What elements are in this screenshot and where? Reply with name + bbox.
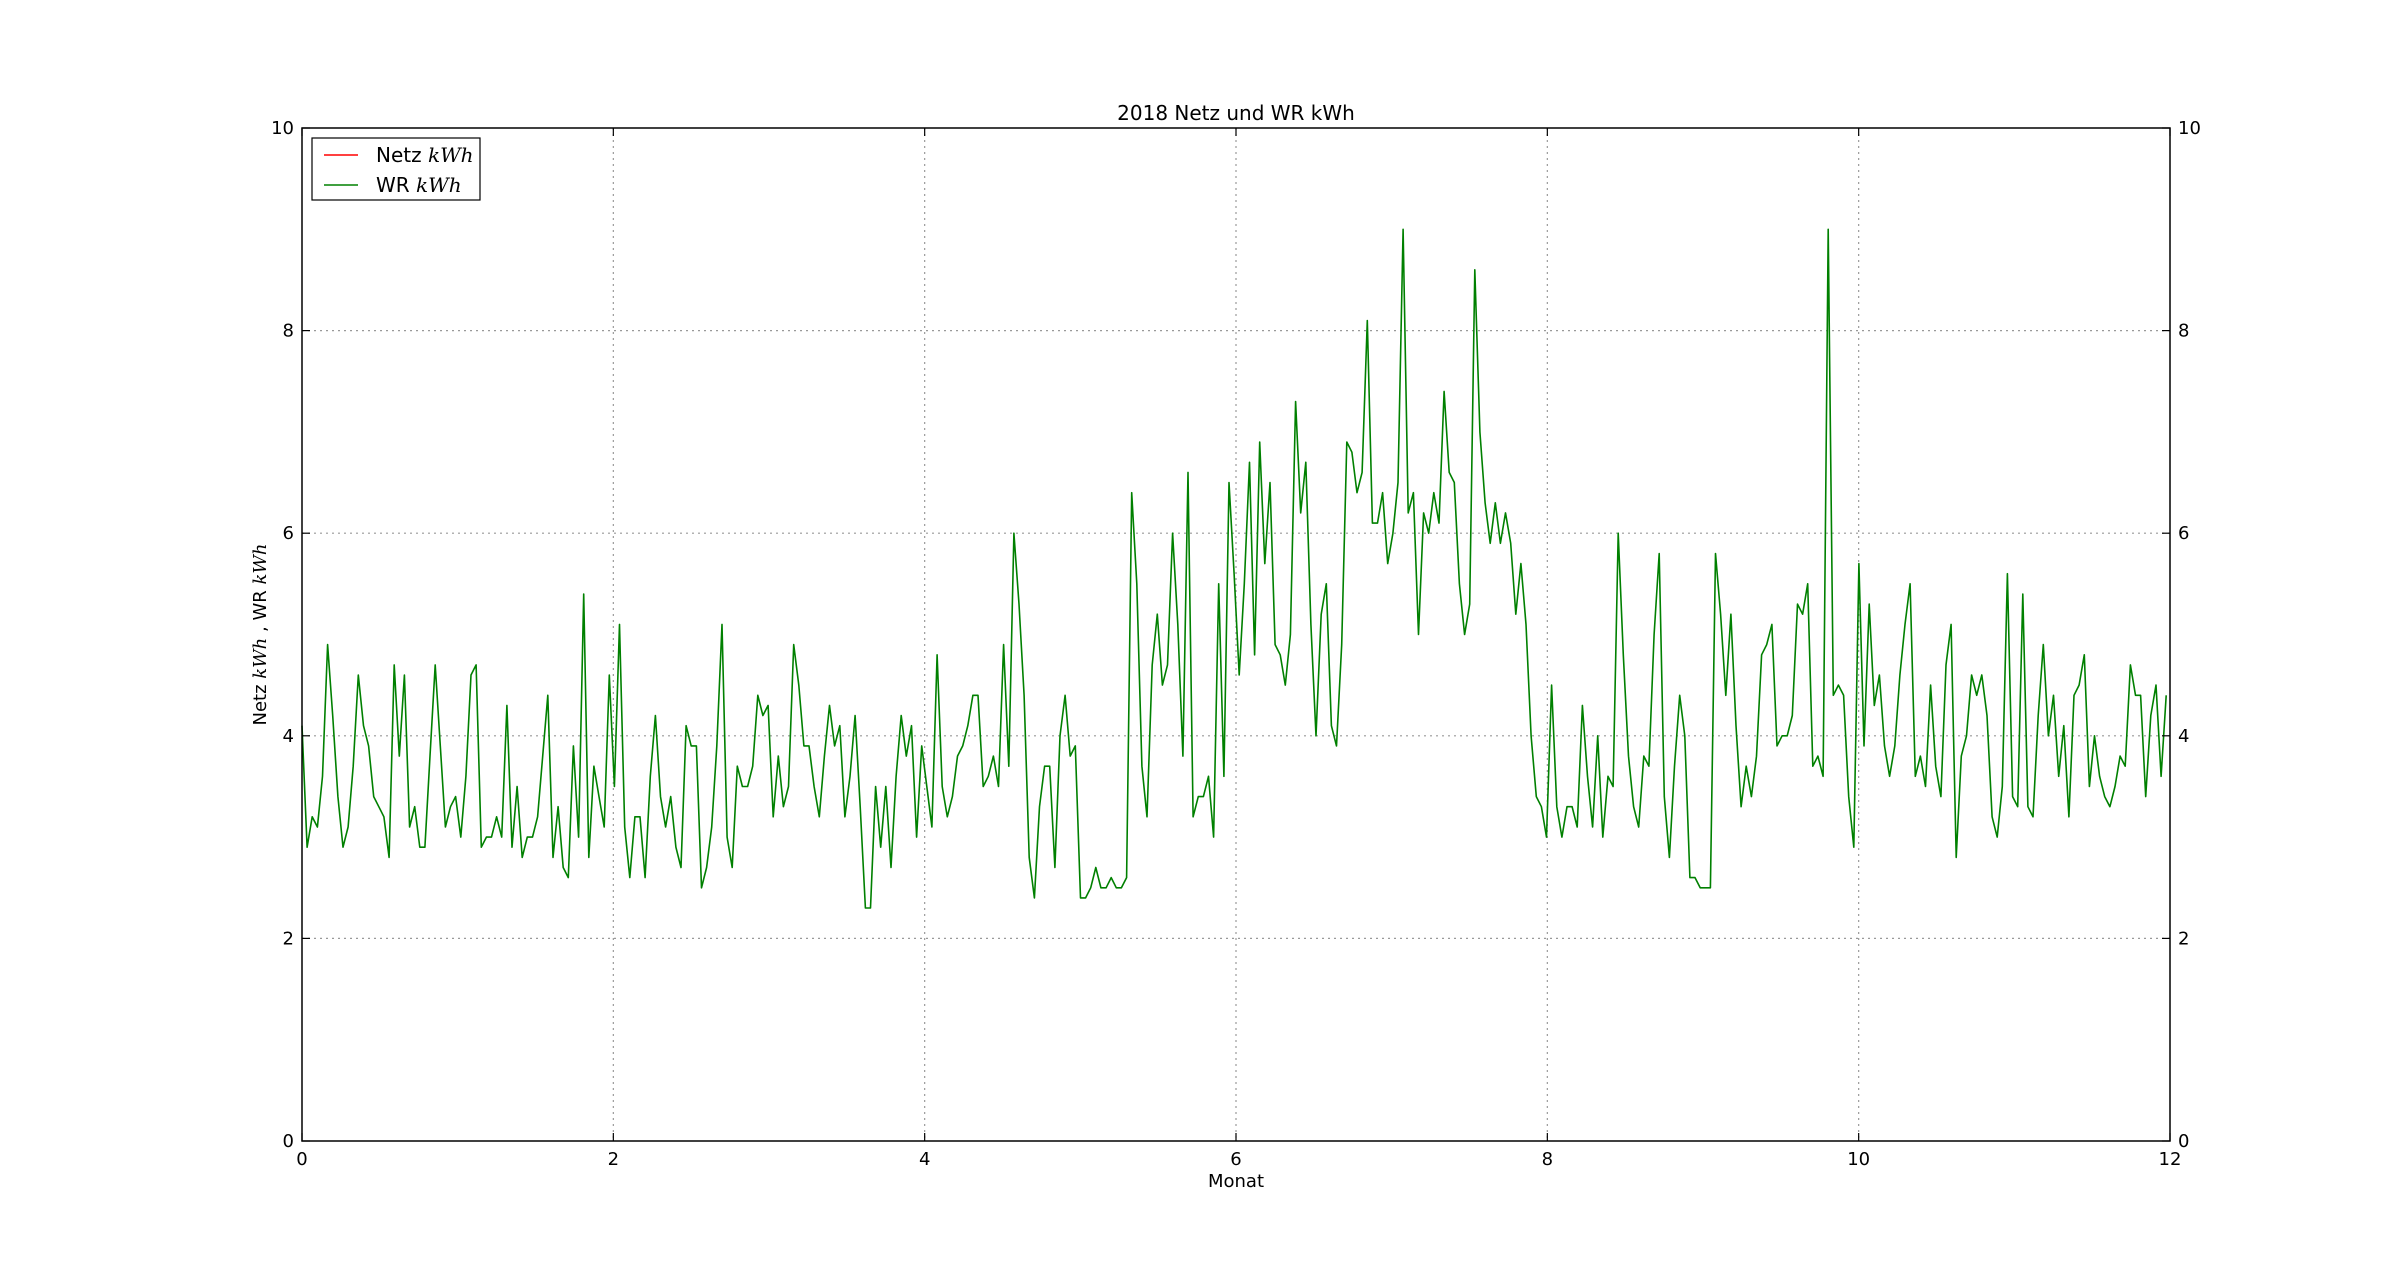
legend-label-text: Netz bbox=[376, 143, 428, 167]
x-tick-label: 10 bbox=[1847, 1149, 1870, 1170]
y-tick-label-right: 2 bbox=[2178, 928, 2189, 949]
y-tick-label-left: 2 bbox=[283, 928, 294, 949]
y-tick-label-right: 6 bbox=[2178, 523, 2189, 544]
legend: Netz kWh WR kWh bbox=[311, 137, 481, 201]
legend-entry-wr: WR kWh bbox=[324, 173, 462, 197]
ticks: 0 2 4 6 8 10 120 02 24 46 68 810 10 bbox=[271, 118, 2201, 1170]
y-axis-label-math: kWh bbox=[250, 638, 271, 679]
y-tick-label-left: 10 bbox=[271, 118, 294, 139]
y-tick-label-left: 4 bbox=[283, 726, 294, 747]
legend-label-math: kWh bbox=[428, 143, 474, 167]
y-axis-label-part: , WR bbox=[250, 585, 271, 638]
x-tick-label: 8 bbox=[1542, 1149, 1553, 1170]
legend-entry-netz: Netz kWh bbox=[324, 143, 474, 167]
legend-label-netz: Netz kWh bbox=[376, 143, 474, 167]
x-tick-label: 0 bbox=[296, 1149, 307, 1170]
y-tick-label-right: 8 bbox=[2178, 321, 2189, 342]
y-axis-label: Netz kWh , WR kWh bbox=[250, 543, 271, 725]
legend-box bbox=[311, 137, 481, 201]
x-tick-label: 6 bbox=[1230, 1149, 1241, 1170]
y-tick-label-right: 10 bbox=[2178, 118, 2201, 139]
y-tick-label-left: 6 bbox=[283, 523, 294, 544]
x-axis-label: Monat bbox=[1208, 1171, 1264, 1192]
series-layer bbox=[301, 228, 2167, 909]
y-tick-label-left: 8 bbox=[283, 321, 294, 342]
x-tick-label: 12 bbox=[2159, 1149, 2182, 1170]
x-tick-label: 2 bbox=[608, 1149, 619, 1170]
y-tick-label-right: 0 bbox=[2178, 1131, 2189, 1152]
y-axis-label-part: Netz bbox=[250, 679, 271, 726]
y-tick-label-right: 4 bbox=[2178, 726, 2189, 747]
series-line-1 bbox=[301, 228, 2167, 909]
chart-title: 2018 Netz und WR kWh bbox=[1117, 101, 1355, 125]
legend-label-text: WR bbox=[376, 173, 416, 197]
y-axis-label-math: kWh bbox=[250, 543, 271, 584]
legend-label-math: kWh bbox=[416, 173, 462, 197]
x-tick-label: 4 bbox=[919, 1149, 930, 1170]
legend-label-wr: WR kWh bbox=[376, 173, 462, 197]
y-tick-label-left: 0 bbox=[283, 1131, 294, 1152]
grid bbox=[302, 128, 2170, 1141]
